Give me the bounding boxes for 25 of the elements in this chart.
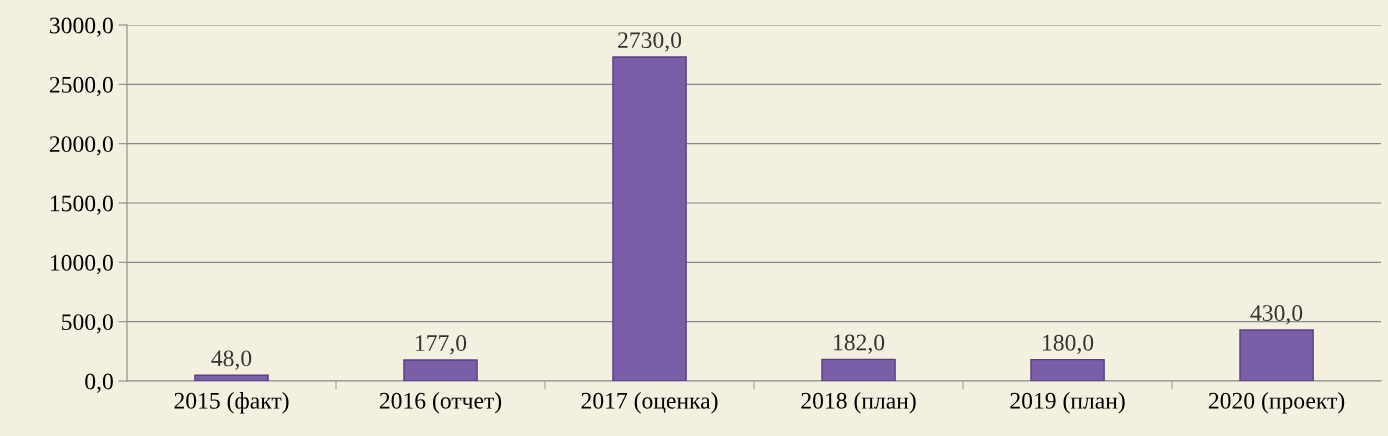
data-label: 2730,0: [618, 32, 682, 52]
x-tick-label: 2015 (факт): [174, 392, 289, 414]
bar: [403, 359, 478, 381]
y-tick-label: 1000,0: [50, 254, 113, 275]
x-tick-label: 2018 (план): [801, 392, 916, 414]
y-tick-label: 0,0: [85, 373, 113, 393]
data-label: 180,0: [1043, 334, 1094, 355]
bar: [1239, 329, 1314, 381]
y-tick-label: 2500,0: [49, 76, 113, 97]
data-label: 48,0: [211, 350, 252, 370]
data-label: 182,0: [834, 334, 885, 354]
x-tick-label: 2017 (оценка): [581, 392, 718, 414]
x-tick-label: 2019 (план): [1010, 392, 1125, 414]
y-tick-label: 1500,0: [50, 195, 113, 215]
y-tick-label: 3000,0: [50, 17, 113, 37]
data-label: 177,0: [416, 335, 467, 355]
y-tick-label: 2000,0: [49, 136, 113, 156]
y-tick-label: 500,0: [62, 314, 113, 334]
data-label: 430,0: [1250, 305, 1303, 325]
bar: [821, 358, 896, 381]
x-tick-label: 2016 (отчет): [379, 392, 502, 414]
bar: [194, 374, 269, 381]
x-tick-label: 2020 (проект): [1208, 392, 1345, 414]
bar: [612, 56, 687, 381]
bar: [1030, 358, 1105, 381]
